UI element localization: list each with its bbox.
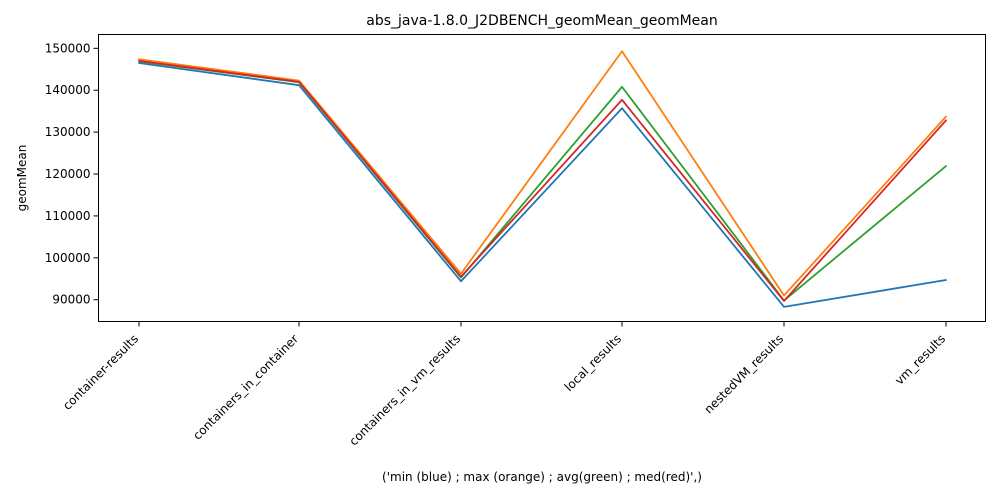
plot-frame [98,34,986,322]
x-tick-label: containers_in_container [190,332,301,443]
series-line-2 [138,60,947,302]
chart-title: abs_java-1.8.0_J2DBENCH_geomMean_geomMea… [366,13,718,29]
series-line-1 [138,50,947,297]
x-tick-label: nestedVM_results [701,332,786,417]
y-axis: 90000 100000 110000 120000 130000 140000 15000… [45,41,99,307]
y-axis-label: geomMean [15,145,29,212]
series-line-3 [138,59,947,302]
plot-area: 90000 100000 110000 120000 130000 140000 15000… [45,34,986,449]
y-tick-label: 90000 [52,293,90,307]
x-tick-label: vm_results [892,332,948,388]
x-axis: container-results containers_in_container… [60,321,948,449]
x-tick-label: local_results [562,332,624,394]
y-tick-label: 130000 [45,125,91,139]
y-tick-label: 140000 [45,83,91,97]
x-tick-label: containers_in_vm_results [346,332,463,449]
y-tick-label: 120000 [45,167,91,181]
x-tick-label: container-results [60,332,141,413]
series-line-0 [138,62,947,308]
y-tick-label: 150000 [45,41,91,55]
series-layer [138,50,947,308]
x-axis-label: ('min (blue) ; max (orange) ; avg(green)… [382,470,702,484]
y-tick-label: 110000 [45,209,91,223]
y-tick-label: 100000 [45,251,91,265]
